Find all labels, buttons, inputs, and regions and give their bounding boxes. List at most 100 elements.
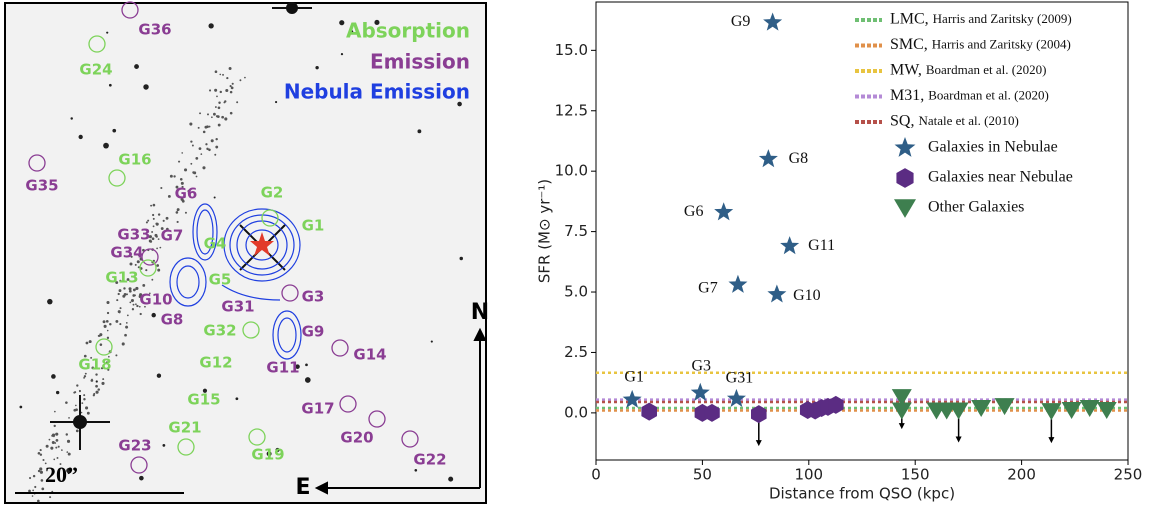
noise-dot: [195, 157, 199, 160]
x-tick-label: 0: [591, 466, 601, 484]
noise-dot: [192, 171, 195, 174]
noise-dot: [229, 111, 233, 115]
noise-dot: [128, 289, 132, 293]
noise-dot: [126, 293, 128, 296]
noise-dot: [202, 166, 206, 170]
galaxy-label: G8: [161, 311, 184, 329]
faint-source: [417, 129, 422, 134]
legend-note: Boardman et al. (2020): [928, 87, 1049, 102]
galaxy-circle: [261, 209, 279, 227]
noise-dot: [123, 295, 126, 298]
legend-nebula: Nebula Emission: [284, 80, 470, 104]
data-point: [622, 389, 642, 408]
noise-dot: [151, 278, 154, 281]
legend-note: Harris and Zaritsky (2004): [932, 36, 1071, 51]
noise-dot: [123, 292, 127, 296]
faint-source: [112, 128, 117, 133]
noise-dot: [90, 356, 93, 359]
noise-dot: [160, 227, 164, 230]
galaxy-label: G13: [105, 269, 138, 287]
noise-dot: [67, 452, 71, 456]
noise-dot: [214, 70, 218, 73]
noise-dot: [124, 333, 127, 337]
legend-label: Galaxies in Nebulae: [928, 139, 1058, 156]
noise-dot: [106, 311, 110, 315]
noise-dot: [181, 185, 184, 189]
faint-source: [151, 312, 156, 318]
noise-dot: [106, 300, 110, 305]
noise-dot: [101, 381, 105, 385]
noise-dot: [66, 439, 71, 443]
galaxy-circle: [242, 321, 260, 339]
x-tick-label: 100: [794, 466, 823, 484]
noise-dot: [51, 441, 55, 445]
galaxy-labels: G36 G24 G16 G35 G6 G2 G1 G33 G7 G4 G34 G13 G5 G10 G3 G3…: [25, 1, 447, 474]
faint-source: [213, 196, 216, 199]
faint-source: [95, 380, 98, 383]
noise-dot: [117, 292, 120, 296]
galaxy-label: G22: [413, 451, 446, 469]
data-label: G6: [684, 203, 704, 220]
legend-label: Other Galaxies: [928, 199, 1024, 216]
noise-dot: [157, 268, 161, 272]
legend-label: LMC,: [890, 11, 929, 28]
noise-dot: [216, 95, 218, 98]
noise-dot: [54, 410, 56, 413]
data-label: G8: [789, 150, 809, 167]
noise-dot: [228, 67, 232, 71]
noise-dot: [32, 489, 34, 492]
data-point: [891, 402, 912, 420]
noise-dot: [202, 130, 206, 134]
data-point: [971, 400, 992, 418]
data-label: G10: [793, 287, 821, 304]
noise-dot: [61, 449, 63, 451]
x-tick-label: 50: [693, 466, 712, 484]
noise-dot: [149, 292, 151, 295]
noise-dot: [144, 305, 146, 308]
noise-dot: [135, 286, 139, 291]
data-point: [763, 12, 783, 31]
noise-dot: [200, 153, 203, 155]
noise-dot: [155, 222, 159, 226]
galaxy-circle: [28, 154, 46, 172]
noise-dot: [57, 445, 60, 448]
noise-dot: [75, 404, 77, 407]
noise-dot: [156, 247, 158, 250]
data-label: G3: [691, 357, 711, 374]
noise-dot: [106, 329, 109, 332]
noise-dot: [206, 125, 209, 129]
galaxy-label: G34: [110, 244, 143, 262]
noise-dot: [236, 101, 239, 104]
legend-note: Boardman et al. (2020): [926, 62, 1047, 77]
faint-source: [108, 83, 112, 87]
noise-dot: [39, 449, 42, 452]
noise-dot: [173, 175, 176, 178]
noise-dot: [92, 394, 95, 397]
noise-dot: [229, 85, 232, 88]
data-label: G9: [731, 13, 751, 30]
galaxy-circle: [139, 259, 157, 277]
faint-source: [162, 444, 166, 447]
noise-dot: [100, 367, 104, 370]
noise-dot: [102, 320, 106, 324]
faint-source: [305, 363, 308, 367]
faint-source: [134, 64, 139, 69]
faint-source: [295, 364, 300, 369]
noise-dot: [157, 213, 161, 216]
noise-dot: [151, 237, 155, 241]
galaxy-label: G36: [138, 21, 171, 39]
noise-dot: [84, 372, 87, 375]
noise-dot: [162, 219, 165, 222]
noise-dot: [152, 213, 155, 217]
noise-dot: [41, 487, 45, 491]
noise-dot: [179, 177, 183, 181]
noise-dot: [244, 76, 246, 79]
data-point: [828, 395, 844, 414]
galaxy-label: G3: [302, 288, 325, 306]
noise-dot: [132, 303, 135, 306]
noise-dot: [165, 216, 169, 220]
noise-dot: [217, 123, 221, 127]
faint-source: [51, 374, 56, 379]
faint-source: [457, 101, 462, 107]
galaxy-label: G33: [117, 226, 150, 244]
